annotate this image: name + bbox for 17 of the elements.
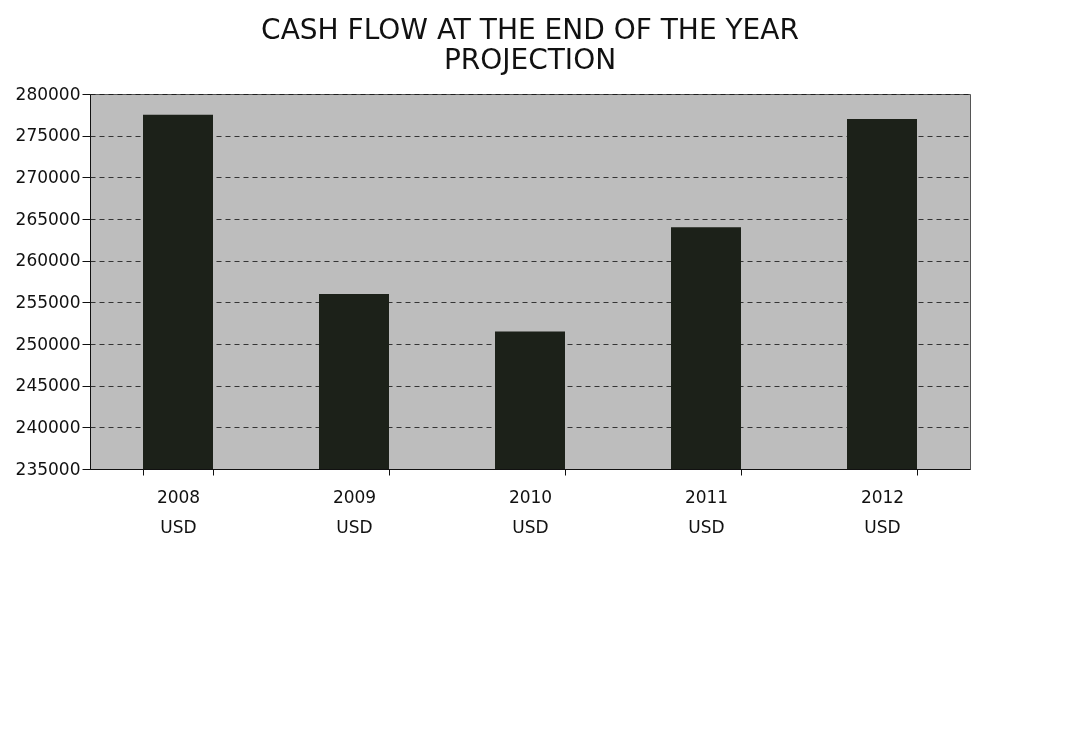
y-tick-label: 265000 bbox=[15, 208, 81, 229]
x-tick-label: 2008 USD bbox=[156, 486, 201, 537]
x-tick-label: 2010 USD bbox=[508, 486, 553, 537]
y-tick-label: 270000 bbox=[15, 166, 81, 187]
x-tick-label: 2009 USD bbox=[332, 486, 377, 537]
y-tick-label: 260000 bbox=[15, 250, 81, 271]
y-tick-label: 250000 bbox=[15, 333, 81, 354]
text: CASH FLOW AT THE END OF THE YEAR bbox=[261, 13, 799, 46]
text: PROJECTION bbox=[443, 43, 617, 76]
y-tick-label: 280000 bbox=[15, 83, 81, 104]
x-tick-label: 2011 USD bbox=[684, 486, 729, 537]
y-tick-label: 235000 bbox=[15, 458, 81, 479]
y-tick-label: 245000 bbox=[15, 375, 81, 396]
y-tick-label: 275000 bbox=[15, 125, 81, 146]
y-tick-label: 255000 bbox=[15, 291, 81, 312]
y-tick-label: 240000 bbox=[15, 416, 81, 437]
x-tick-label: 2012 USD bbox=[860, 486, 905, 537]
